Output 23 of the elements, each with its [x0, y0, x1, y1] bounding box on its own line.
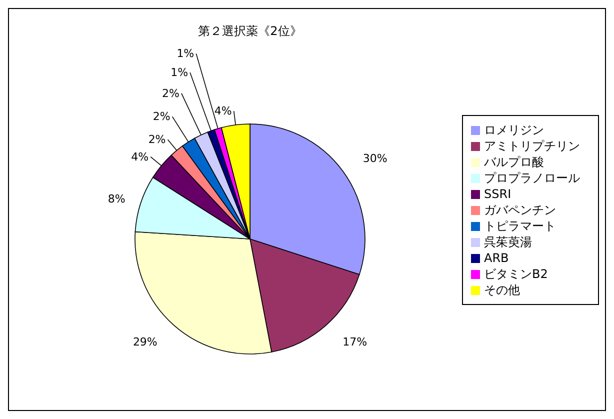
legend-label: ARB [484, 250, 509, 264]
legend-label: ビタミンB2 [484, 266, 548, 280]
data-label: 1% [170, 66, 188, 79]
data-label: 4% [131, 150, 149, 164]
data-label: 2% [152, 110, 170, 124]
data-label: 30% [362, 152, 388, 165]
data-label: 2% [148, 133, 166, 146]
data-label: 2% [162, 86, 180, 100]
legend-label: SSRI [484, 186, 512, 200]
legend-label: バルプロ酸 [484, 154, 544, 168]
chart-title: 第２選択薬《2位》 [197, 23, 303, 40]
data-label: 4% [214, 104, 232, 118]
legend-label: その他 [484, 282, 520, 296]
data-label: 1% [176, 47, 194, 60]
legend-label: トピラマート [484, 218, 556, 232]
data-label: 8% [108, 192, 126, 206]
legend-label: ロメリジン [484, 122, 544, 136]
legend-label: プロプラノロール [484, 170, 580, 184]
data-label: 17% [342, 335, 368, 348]
legend-label: 呉茱萸湯 [484, 234, 532, 248]
data-label: 29% [132, 335, 158, 348]
legend-label: ガバペンチン [484, 202, 556, 216]
legend-label: アミトリプチリン [484, 138, 580, 152]
